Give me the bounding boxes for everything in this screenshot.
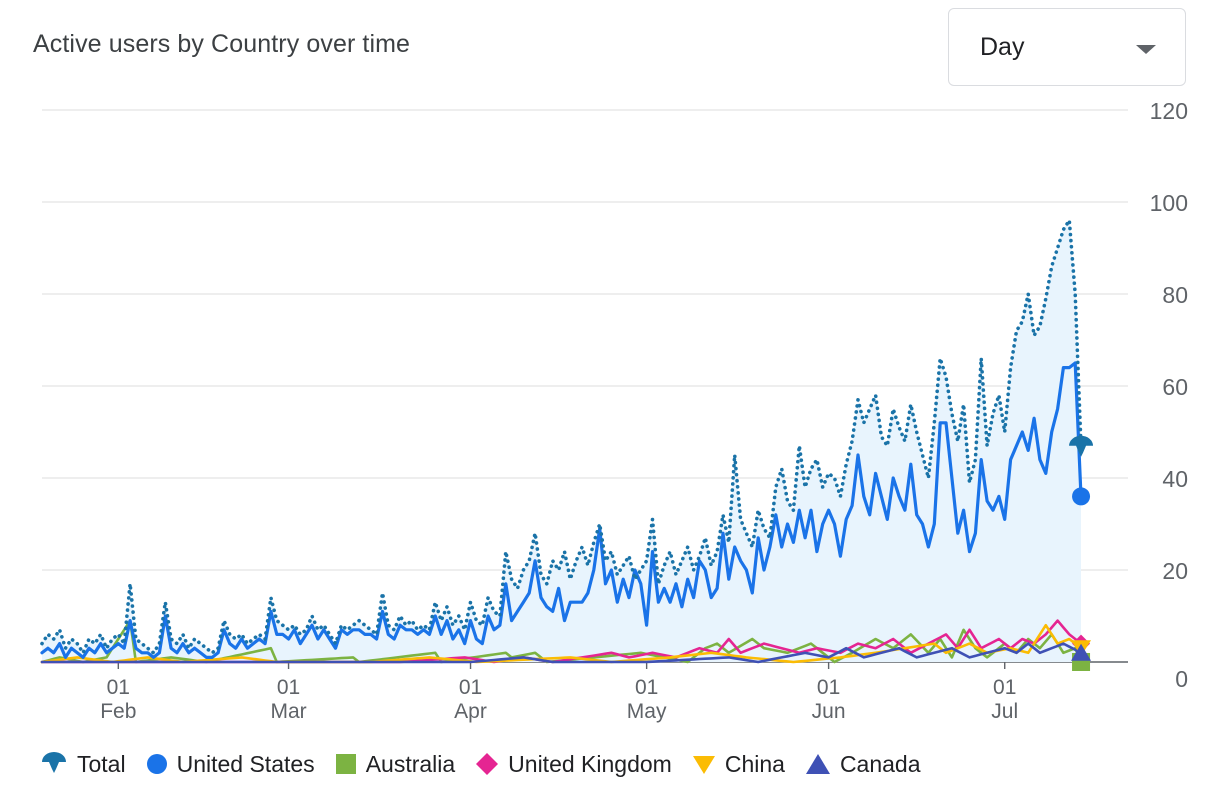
y-tick-label: 80 (1162, 282, 1188, 308)
granularity-dropdown[interactable]: Day (948, 8, 1186, 86)
y-tick-label: 20 (1162, 558, 1188, 584)
y-tick-label: 40 (1162, 466, 1188, 492)
series-line-total (40, 218, 1083, 655)
total-marker-icon (42, 752, 66, 773)
legend-item-united-kingdom[interactable]: United Kingdom (475, 751, 672, 778)
diamond-icon (476, 753, 499, 775)
x-tick-label-month: Jul (991, 700, 1018, 723)
series-line-united-states (40, 361, 1083, 659)
x-tick-label-month: Apr (454, 700, 487, 723)
x-tick-label-month: May (627, 700, 667, 723)
legend-label-total: Total (77, 750, 126, 777)
end-marker-united-states (1072, 487, 1091, 506)
x-tick-label-day: 01 (635, 676, 658, 699)
legend-item-united-states[interactable]: United States (146, 751, 315, 778)
chart-title: Active users by Country over time (33, 30, 411, 58)
x-tick-label-day: 01 (459, 676, 482, 699)
x-tick-label-month: Feb (100, 700, 136, 723)
legend-item-australia[interactable]: Australia (335, 751, 455, 778)
legend-label-united-kingdom: United Kingdom (508, 750, 672, 777)
chart-legend: Total United States Australia United Kin… (40, 749, 921, 779)
square-icon (335, 754, 356, 774)
total-area (42, 220, 1081, 662)
y-tick-label: 60 (1162, 374, 1188, 400)
x-tick-label-day: 01 (277, 676, 300, 699)
x-tick-label-day: 01 (817, 676, 840, 699)
legend-label-china: China (724, 750, 785, 777)
triangle-up-icon (805, 754, 830, 774)
granularity-value: Day (980, 33, 1025, 61)
line-chart: 02040608010012001Feb01Mar01Apr01May01Jun… (40, 98, 1188, 723)
series-line-china (40, 623, 1083, 664)
y-tick-label: 100 (1150, 190, 1188, 216)
chevron-down-icon[interactable] (1136, 45, 1156, 54)
y-tick-label: 0 (1175, 666, 1188, 692)
legend-item-total[interactable]: Total (40, 751, 126, 778)
legend-label-united-states: United States (176, 750, 315, 777)
end-marker-total (1069, 435, 1094, 457)
x-tick-label-day: 01 (993, 676, 1016, 699)
x-tick-label-month: Mar (270, 700, 306, 723)
y-tick-label: 120 (1150, 98, 1188, 124)
x-tick-label-month: Jun (812, 700, 846, 723)
end-marker-canada (1071, 643, 1092, 661)
legend-label-canada: Canada (839, 750, 921, 777)
circle-icon (146, 754, 167, 774)
legend-item-china[interactable]: China (692, 751, 785, 778)
legend-label-australia: Australia (365, 750, 456, 777)
legend-item-canada[interactable]: Canada (805, 751, 921, 778)
triangle-down-icon (692, 756, 715, 774)
x-tick-label-day: 01 (107, 676, 130, 699)
series-line-canada (40, 642, 1083, 664)
